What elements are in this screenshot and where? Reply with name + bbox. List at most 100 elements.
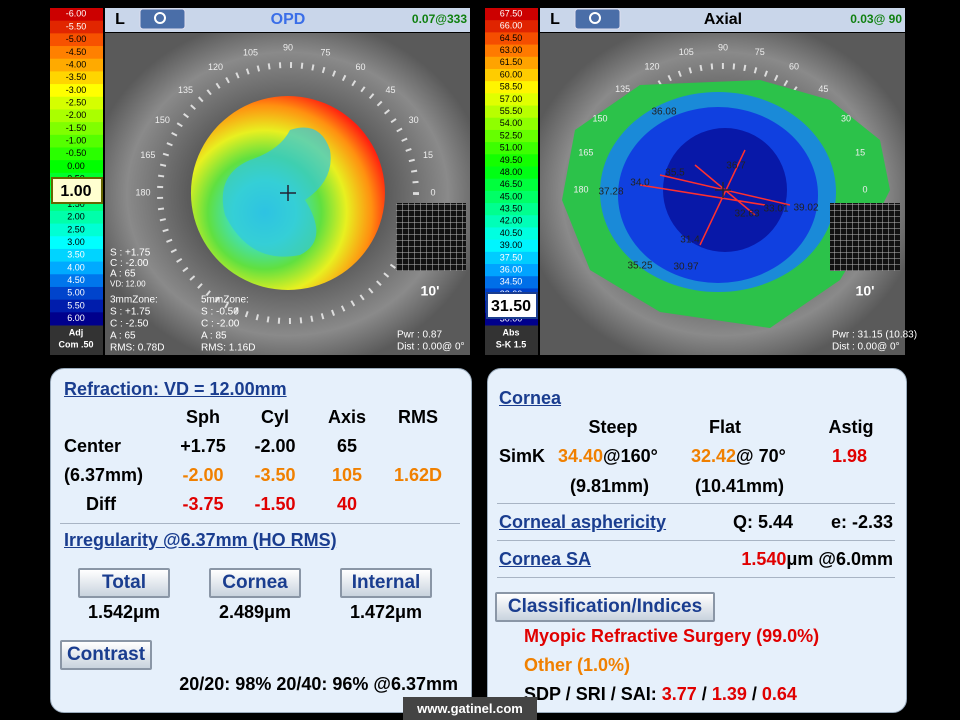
map-value: 35.5 [665, 168, 685, 179]
contrast-button[interactable]: Contrast [60, 640, 152, 670]
map-value: 30.97 [673, 262, 698, 273]
scale-label: 39.00 [500, 240, 523, 250]
angle-label: 105 [679, 47, 694, 57]
scale-current: 31.50 [491, 298, 531, 315]
scale-cell [485, 239, 538, 253]
scale-cell [50, 134, 103, 148]
scale-cell [50, 236, 103, 250]
angle-label: 0 [430, 187, 435, 197]
scale-label: 54.00 [500, 118, 523, 128]
pwr: Pwr : 31.15 (10.83) [832, 330, 917, 341]
scale-cell [485, 105, 538, 119]
map-value: 39.02 [793, 203, 818, 214]
scale-cell [485, 20, 538, 33]
scale-label: -3.00 [66, 85, 87, 95]
angle-label: 120 [208, 62, 223, 72]
scale-label: 45.00 [500, 191, 523, 201]
eye-side: L [550, 11, 560, 28]
column-header: RMS [398, 407, 438, 427]
index-value: 1.39 [711, 684, 747, 704]
zone3-line: 3mmZone: [110, 295, 158, 306]
steep: 34.40@160° [558, 445, 658, 467]
scale-cell [485, 178, 538, 192]
scale-label: 66.00 [500, 21, 523, 31]
separator [497, 503, 895, 504]
scale-label: 55.50 [500, 106, 523, 116]
angle-label: 165 [140, 150, 155, 160]
info-line: VD: 12.00 [110, 280, 146, 289]
zone5-line: S : -0.50 [201, 307, 239, 318]
zoom-button[interactable] [139, 8, 186, 30]
zoom-icon [589, 12, 601, 24]
scale-cell [485, 68, 538, 82]
inset-image [830, 203, 900, 271]
scale-cell [485, 142, 538, 155]
scale-footer: S-K 1.5 [496, 339, 527, 349]
zone3-line: S : +1.75 [110, 307, 151, 318]
angle-label: 45 [386, 85, 396, 95]
scale-current-box [486, 292, 538, 319]
inset-label: 10' [856, 283, 875, 299]
scale-cell [485, 129, 538, 143]
scale-label: -6.00 [66, 9, 87, 19]
cell: 40 [336, 494, 358, 514]
map-reading: 0.03@ 90 [850, 12, 902, 26]
steep-value: 34.40 [558, 446, 604, 466]
scale-cell [485, 215, 538, 228]
angle-label: 30 [841, 113, 851, 123]
flat-radius: (10.41mm) [695, 476, 785, 496]
column-header: Axis [327, 407, 367, 427]
dist: Dist : 0.00@ 0° [832, 342, 900, 353]
scale-label: -1.50 [66, 123, 87, 133]
cell: -2.00 [254, 436, 296, 456]
scale-label: 61.50 [500, 57, 523, 67]
scale-label: -0.50 [66, 148, 87, 158]
irregularity-button[interactable]: Cornea [209, 568, 301, 598]
zone3-line: A : 65 [110, 331, 136, 342]
scale-footer: Abs [502, 327, 519, 337]
scale-label: 2.50 [67, 224, 85, 234]
scale-footer [485, 325, 538, 355]
separator-text: / [701, 684, 707, 704]
irregularity-button[interactable]: Internal [340, 568, 432, 598]
angle-label: 135 [178, 85, 193, 95]
scale-cell [485, 32, 538, 46]
zoom-icon [154, 12, 166, 24]
scale-label: 4.00 [67, 262, 85, 272]
classification-button[interactable]: Classification/Indices [495, 592, 715, 622]
map-value: 31.4 [680, 235, 700, 246]
zoom-button[interactable] [574, 8, 621, 30]
scale-cell [485, 44, 538, 58]
scale-cell [50, 96, 103, 110]
map-title: Axial [704, 11, 742, 28]
scale-cell [50, 299, 103, 313]
scale-label: 58.50 [500, 82, 523, 92]
map-title: OPD [271, 11, 306, 28]
map-value: 33.01 [763, 204, 788, 215]
scale-cell [50, 71, 103, 85]
asphericity-title: Corneal asphericity [499, 512, 667, 532]
scale-label: -5.50 [66, 21, 87, 31]
scale-label: 49.50 [500, 155, 523, 165]
scale-cell [485, 8, 538, 21]
scale-label: 52.50 [500, 130, 523, 140]
scale-label: 51.00 [500, 143, 523, 153]
irregularity-button[interactable]: Total [78, 568, 170, 598]
scale-cell [50, 8, 103, 22]
cell: -1.50 [254, 494, 296, 514]
scale-label: 43.50 [500, 204, 523, 214]
map-value: 32.63 [734, 209, 759, 220]
inset-label: 10' [421, 283, 440, 299]
cell: -2.00 [182, 465, 224, 485]
index-value: 0.64 [761, 684, 797, 704]
footer: www.gatinel.com [403, 697, 537, 720]
row-label: Diff [86, 494, 116, 514]
scale-cell [50, 20, 103, 34]
scale-cell [50, 84, 103, 98]
zone5-line: A : 85 [201, 331, 227, 342]
info-line: C : -2.00 [110, 258, 149, 269]
cell: 105 [331, 465, 363, 485]
cell: +1.75 [180, 436, 226, 456]
scale-cell [50, 248, 103, 263]
